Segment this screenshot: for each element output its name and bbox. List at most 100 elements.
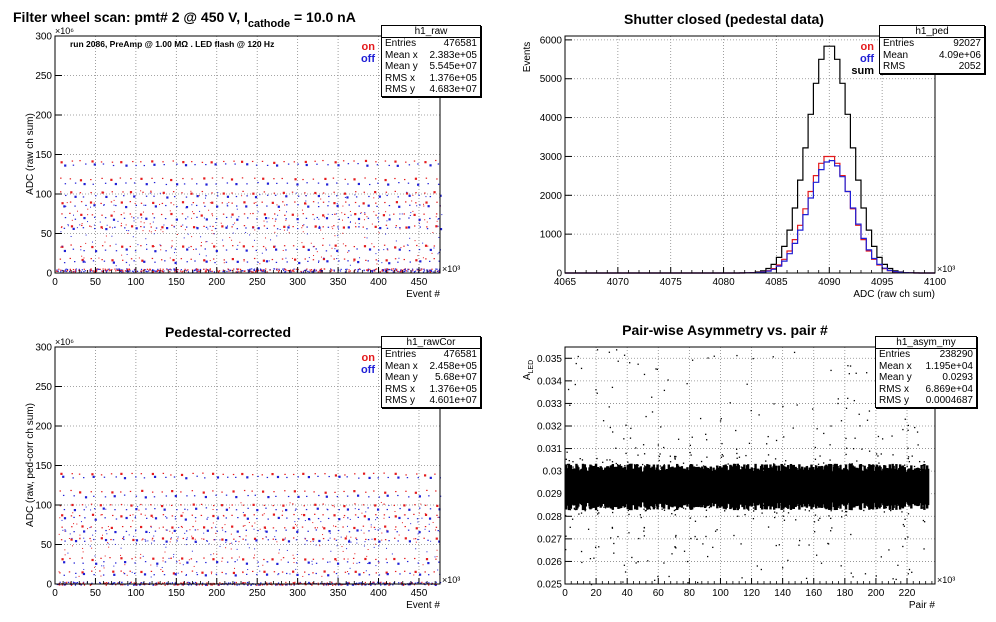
data-point-on — [350, 536, 352, 538]
data-point-off — [347, 226, 350, 229]
data-point-off — [417, 477, 419, 479]
data-point-off — [182, 224, 184, 226]
data-point-off — [232, 224, 234, 226]
data-point-off — [368, 195, 370, 198]
pedestal-point — [364, 584, 366, 586]
data-point-on — [294, 201, 296, 203]
data-point-off — [270, 239, 272, 241]
data-point-off — [377, 561, 380, 563]
data-point-off — [165, 476, 167, 478]
data-point-on — [282, 201, 284, 203]
pedestal-point — [59, 581, 61, 583]
pedestal-point — [198, 269, 200, 271]
data-point — [673, 509, 676, 512]
data-point — [737, 515, 739, 517]
data-point — [845, 453, 847, 456]
data-point — [830, 530, 832, 532]
data-point-off — [397, 196, 399, 198]
data-point — [649, 508, 652, 510]
pedestal-point — [177, 269, 179, 271]
data-point-on — [333, 191, 335, 193]
pedestal-point — [203, 268, 205, 270]
pedestal-point — [431, 270, 433, 273]
data-point-on — [202, 472, 204, 474]
data-point-on — [424, 161, 427, 164]
data-point-off — [428, 517, 432, 520]
data-point — [923, 521, 926, 523]
data-point-on — [272, 538, 275, 540]
data-point-off — [286, 261, 288, 263]
data-point-off — [246, 195, 248, 197]
data-point-off — [326, 183, 329, 186]
pedestal-point — [310, 269, 313, 271]
data-point-off — [318, 226, 321, 229]
data-point-on — [192, 211, 194, 213]
data-point-off — [358, 223, 360, 225]
pedestal-point — [152, 583, 154, 586]
data-point-off — [185, 544, 187, 546]
data-point-on — [231, 213, 234, 216]
data-point-off — [371, 538, 373, 540]
data-point-on — [403, 258, 405, 261]
data-point-on — [394, 472, 397, 475]
data-point-on — [210, 161, 213, 164]
pedestal-point — [362, 584, 364, 586]
pedestal-point — [143, 268, 145, 271]
pedestal-point — [365, 584, 367, 586]
data-point-off — [204, 574, 207, 577]
data-point-off — [277, 214, 279, 216]
data-point-off — [182, 564, 184, 566]
data-point-on — [252, 192, 255, 195]
data-point-off — [125, 530, 128, 533]
data-point-on — [161, 202, 164, 205]
data-point-on — [316, 251, 318, 253]
pedestal-point — [436, 268, 438, 270]
data-point-off — [441, 214, 443, 216]
data-point-on — [111, 161, 114, 163]
data-point-on — [160, 249, 162, 251]
data-point-on — [273, 245, 276, 248]
data-point-off — [173, 476, 176, 478]
data-point — [675, 534, 677, 537]
data-point-off — [287, 495, 290, 498]
data-point-on — [80, 245, 82, 248]
data-point-on — [393, 213, 395, 215]
data-point — [901, 511, 903, 513]
data-point-on — [282, 249, 284, 251]
data-point-on — [423, 203, 425, 205]
pedestal-point — [173, 268, 175, 270]
data-point-on — [121, 537, 124, 540]
pedestal-point — [249, 268, 251, 270]
pedestal-point — [163, 270, 165, 272]
data-point-off — [279, 228, 281, 230]
data-point-off — [410, 212, 412, 214]
data-point-off — [275, 530, 277, 532]
data-point-off — [204, 205, 206, 207]
pedestal-point — [210, 582, 212, 585]
data-point-on — [331, 247, 333, 249]
data-point-off — [194, 517, 197, 519]
data-point — [841, 510, 843, 512]
data-point-on — [203, 259, 206, 262]
data-point-off — [336, 249, 339, 253]
data-point-on — [182, 245, 185, 248]
plot-raw: 0 50 100 150 200 250 300 350 400 4500501001502002… — [35, 26, 460, 300]
data-point-off — [261, 252, 263, 254]
data-point — [752, 518, 755, 520]
data-point-off — [358, 477, 360, 479]
data-point-off — [217, 192, 219, 194]
data-point-off — [419, 507, 421, 509]
data-point-on — [344, 213, 346, 215]
data-point-off — [73, 495, 75, 497]
data-point-off — [327, 539, 330, 541]
data-point-on — [414, 557, 416, 560]
pedestal-point — [293, 270, 295, 273]
pedestal-point — [401, 270, 403, 272]
pedestal-point — [175, 269, 177, 271]
pedestal-point — [351, 584, 353, 586]
data-point-on — [191, 161, 193, 163]
data-point-on — [129, 213, 132, 215]
data-point-on — [322, 192, 325, 194]
data-point-off — [268, 217, 270, 219]
data-point-off — [429, 248, 432, 252]
